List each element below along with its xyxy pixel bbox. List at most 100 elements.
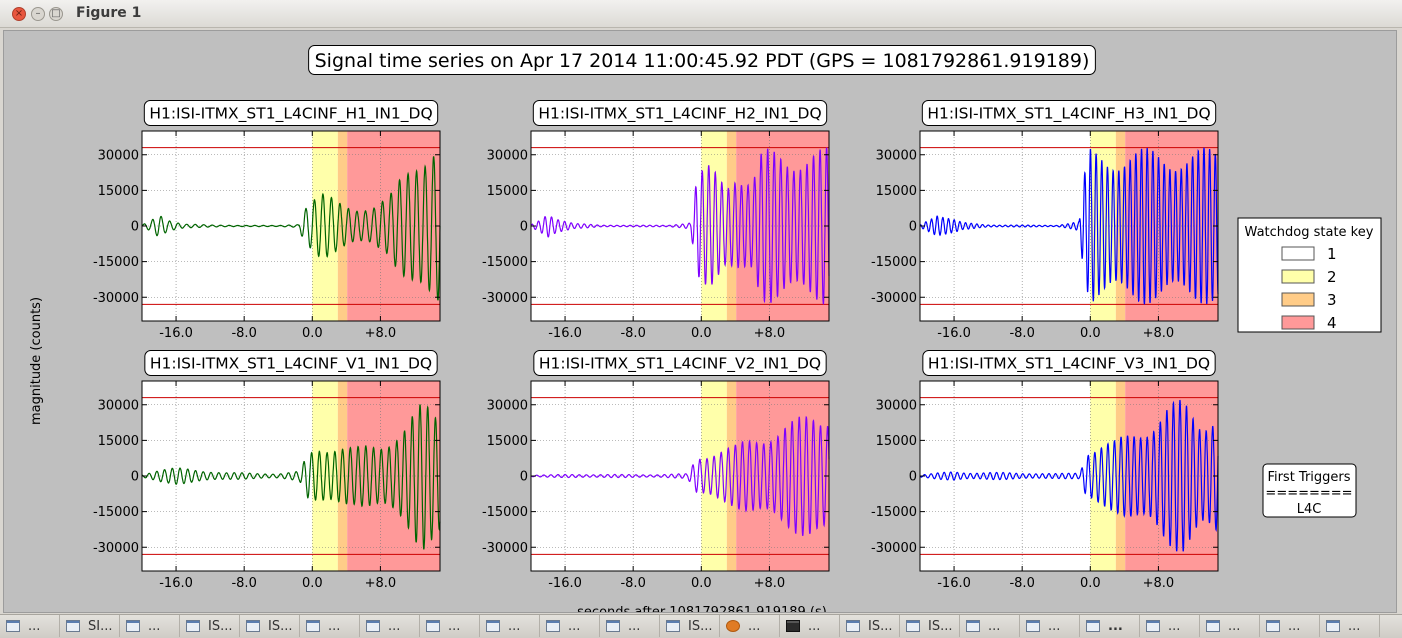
panel-title: H1:ISI-ITMX_ST1_L4CINF_H3_IN1_DQ	[927, 105, 1210, 124]
panel-title: H1:ISI-ITMX_ST1_L4CINF_V2_IN1_DQ	[539, 355, 821, 374]
x-tick-label: +8.0	[1143, 576, 1175, 591]
taskbar-item[interactable]: ...	[1020, 615, 1080, 637]
taskbar-item[interactable]: ...	[1200, 615, 1260, 637]
taskbar-item[interactable]: IS...	[180, 615, 240, 637]
y-tick-label: -15000	[482, 255, 528, 270]
taskbar-item-label: ...	[508, 618, 521, 634]
panel-title-group: H1:ISI-ITMX_ST1_L4CINF_H1_IN1_DQ	[143, 100, 439, 126]
x-tick-label: 0.0	[1080, 576, 1101, 591]
taskbar-item[interactable]: IS...	[840, 615, 900, 637]
window-icon	[1086, 620, 1100, 632]
taskbar-item[interactable]: ...	[0, 615, 60, 637]
panel-title: H1:ISI-ITMX_ST1_L4CINF_H2_IN1_DQ	[538, 105, 821, 124]
signal-series-line	[919, 147, 1219, 305]
first-triggers-annotation: First Triggers========L4C	[1262, 463, 1357, 518]
panel-6: -16.0 -8.0 0.0 +8.0 30000 15000 0 -15000 -30000	[871, 380, 1219, 591]
panel-2: -16.0 -8.0 0.0 +8.0 30000 15000 0 -15000 -30000	[482, 130, 830, 341]
state-3-region	[726, 381, 737, 571]
taskbar-item[interactable]: ...	[780, 615, 840, 637]
y-tick-label: 0	[131, 470, 139, 485]
window-icon	[666, 620, 680, 632]
taskbar-item[interactable]: ...	[480, 615, 540, 637]
panel-1: -16.0 -8.0 0.0 +8.0 30000 15000 0 -15000 -30000	[93, 130, 441, 341]
panel-title-group: H1:ISI-ITMX_ST1_L4CINF_V2_IN1_DQ	[533, 350, 827, 376]
signal-series-line	[141, 156, 441, 301]
taskbar-item[interactable]: ...	[720, 615, 780, 637]
y-tick-label: -30000	[871, 541, 917, 556]
taskbar-item[interactable]: ...	[420, 615, 480, 637]
y-tick-label: -30000	[93, 541, 139, 556]
x-tick-label: -16.0	[937, 576, 971, 591]
taskbar-item[interactable]: ...	[1260, 615, 1320, 637]
y-tick-label: 0	[909, 470, 917, 485]
taskbar-item[interactable]: ...	[120, 615, 180, 637]
taskbar-item[interactable]: ...	[600, 615, 660, 637]
panel-title-box	[532, 100, 828, 126]
x-tick-label: -8.0	[620, 326, 645, 341]
window-icon	[606, 620, 620, 632]
signal-series-line	[919, 399, 1219, 552]
state-3-region	[337, 381, 348, 571]
taskbar-item[interactable]: ...	[360, 615, 420, 637]
legend-label-4: 4	[1327, 314, 1337, 332]
x-tick-label: +8.0	[365, 326, 397, 341]
window-icon	[546, 620, 560, 632]
y-tick-label: 15000	[876, 184, 917, 199]
taskbar-item-label: SI...	[88, 618, 113, 634]
y-tick-label: -15000	[93, 505, 139, 520]
x-tick-label: -16.0	[548, 576, 582, 591]
taskbar-item[interactable]: IS...	[660, 615, 720, 637]
taskbar-item[interactable]: ...	[1140, 615, 1200, 637]
taskbar-item-label: ...	[28, 618, 41, 634]
taskbar-item[interactable]: IS...	[240, 615, 300, 637]
taskbar-item-label: ...	[748, 618, 761, 634]
taskbar-item-label: ...	[448, 618, 461, 634]
window-icon	[1266, 620, 1280, 632]
y-tick-label: 30000	[98, 398, 139, 413]
y-tick-label: -15000	[93, 255, 139, 270]
legend: Watchdog state key 1 2 3 4	[1237, 217, 1382, 333]
legend-swatch-3	[1281, 292, 1315, 307]
taskbar-item-label: ...	[808, 618, 821, 634]
legend-label-2: 2	[1327, 268, 1337, 286]
minimize-window-button[interactable]: –	[31, 7, 45, 21]
window-icon	[366, 620, 380, 632]
taskbar-item[interactable]: SI...	[60, 615, 120, 637]
taskbar-item[interactable]: IS...	[900, 615, 960, 637]
window-icon	[6, 620, 20, 632]
x-tick-label: -8.0	[231, 576, 256, 591]
close-window-button[interactable]: ×	[12, 7, 26, 21]
y-tick-label: -15000	[871, 505, 917, 520]
maximize-window-button[interactable]: □	[49, 7, 63, 21]
x-tick-label: 0.0	[691, 576, 712, 591]
taskbar-item[interactable]: ...	[1320, 615, 1380, 637]
panel-title-group: H1:ISI-ITMX_ST1_L4CINF_H3_IN1_DQ	[921, 100, 1217, 126]
x-tick-label: -16.0	[159, 326, 193, 341]
y-tick-label: 0	[131, 220, 139, 235]
taskbar-item[interactable]: ...	[1080, 615, 1140, 637]
x-tick-label: -8.0	[1009, 576, 1034, 591]
window-icon	[846, 620, 860, 632]
taskbar-item-label: ...	[1168, 618, 1181, 634]
taskbar-item-label: ...	[328, 618, 341, 634]
y-tick-label: -15000	[871, 255, 917, 270]
taskbar-item-label: ...	[1048, 618, 1061, 634]
x-tick-label: 0.0	[691, 326, 712, 341]
taskbar-item-label: ...	[1288, 618, 1301, 634]
taskbar-item-label: ...	[568, 618, 581, 634]
y-tick-label: 0	[909, 220, 917, 235]
taskbar: ... SI...... IS... IS..................... I…	[0, 614, 1402, 638]
y-tick-label: 30000	[876, 398, 917, 413]
panel-3: -16.0 -8.0 0.0 +8.0 30000 15000 0 -15000 -30000	[871, 130, 1219, 341]
x-tick-label: -16.0	[937, 326, 971, 341]
taskbar-item[interactable]: ...	[960, 615, 1020, 637]
y-tick-label: 15000	[876, 434, 917, 449]
figure-title-group: Signal time series on Apr 17 2014 11:00:…	[308, 45, 1096, 75]
state-3-region	[1115, 381, 1126, 571]
taskbar-item[interactable]: ...	[300, 615, 360, 637]
figure-canvas: Signal time series on Apr 17 2014 11:00:…	[3, 30, 1397, 613]
x-tick-label: 0.0	[1080, 326, 1101, 341]
taskbar-item[interactable]: ...	[540, 615, 600, 637]
x-tick-label: -8.0	[231, 326, 256, 341]
window-icon	[66, 620, 80, 632]
